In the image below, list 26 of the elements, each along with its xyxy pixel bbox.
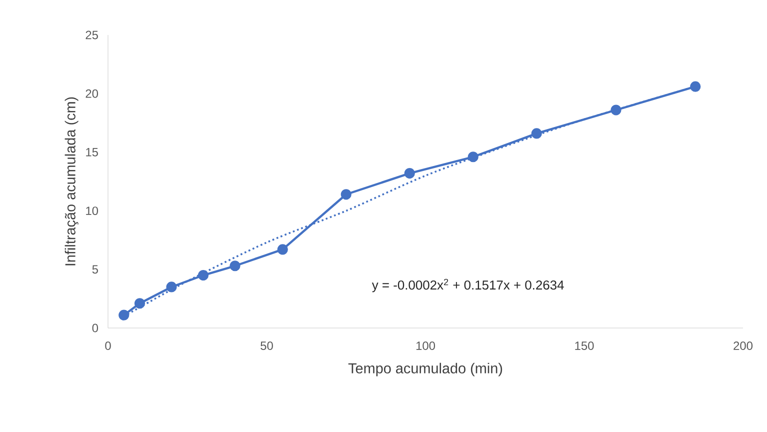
- point: [531, 128, 542, 139]
- point: [468, 152, 478, 162]
- y-axis-title: Infiltração acumulada (cm): [64, 97, 78, 266]
- y-tick-label: 15: [86, 148, 98, 156]
- point: [610, 104, 622, 116]
- x-tick-label: 50: [260, 342, 273, 350]
- x-tick-label: 0: [105, 342, 111, 350]
- point: [230, 260, 240, 272]
- y-tick-label: 10: [86, 206, 98, 216]
- x-axis-title: Tempo acumulado (min): [348, 362, 502, 376]
- y-tick-label: 20: [86, 89, 98, 98]
- y-tick-label: 25: [86, 30, 98, 40]
- y-tick-label: 0: [92, 324, 98, 332]
- point: [277, 244, 288, 255]
- point: [118, 310, 130, 320]
- point: [404, 168, 415, 179]
- point: [198, 270, 209, 281]
- point: [690, 81, 701, 92]
- x-tick-label: 100: [416, 342, 436, 350]
- x-tick-label: 150: [575, 342, 594, 350]
- point: [340, 189, 352, 200]
- y-tick-label: 5: [92, 265, 98, 274]
- point: [134, 298, 146, 309]
- point: [166, 282, 177, 292]
- x-tick-label: 200: [734, 342, 753, 350]
- annotation: y = -0.0002x$^{2}$ + 0.1517x + 0.2634: [372, 278, 564, 292]
